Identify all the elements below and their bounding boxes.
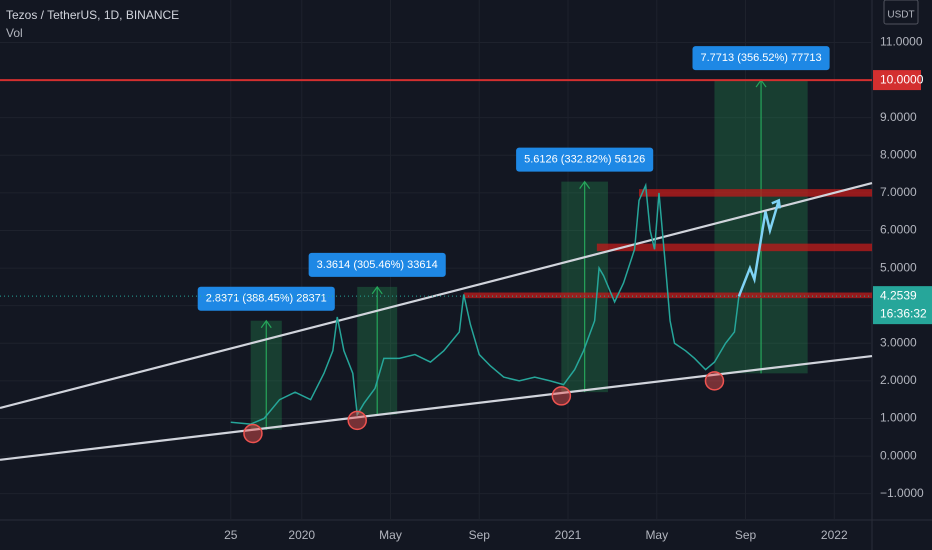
measure-label-box xyxy=(308,252,446,277)
y-tick-label: 5.0000 xyxy=(880,260,917,274)
resistance-zone xyxy=(639,189,872,197)
y-tick-label: 8.0000 xyxy=(880,147,917,161)
measure-arrowhead xyxy=(371,285,383,295)
projection-arrowhead xyxy=(771,198,782,209)
last-price-box xyxy=(873,286,932,325)
x-tick-label: 2020 xyxy=(288,528,315,542)
measure-arrowhead xyxy=(579,180,591,189)
measure-label: 2.8371 (388.45%) 28371 xyxy=(206,293,327,305)
x-tick-label: Sep xyxy=(469,528,491,542)
measure-label-box xyxy=(516,147,654,172)
chart-title: Tezos / TetherUS, 1D, BINANCE xyxy=(6,8,179,22)
trendline xyxy=(0,354,873,461)
countdown-label: 16:36:32 xyxy=(880,306,927,320)
y-tick-label: −1.0000 xyxy=(880,486,924,500)
x-tick-label: 25 xyxy=(224,528,238,542)
measure-label: 3.3614 (305.46%) 33614 xyxy=(317,259,438,271)
y-tick-label: 11.0000 xyxy=(880,35,923,49)
volume-label: Vol xyxy=(6,26,23,40)
y-tick-label: 2.0000 xyxy=(880,373,917,387)
measure-label: 5.6126 (332.82%) 56126 xyxy=(524,154,645,166)
last-price-label: 4.2539 xyxy=(880,288,917,302)
trendline xyxy=(0,182,873,410)
projection-path xyxy=(737,200,781,297)
level-label-box xyxy=(873,70,921,91)
currency-box xyxy=(883,0,919,25)
currency-label: USDT xyxy=(887,10,914,21)
price-line xyxy=(230,182,740,425)
x-tick-label: Sep xyxy=(735,528,757,542)
y-tick-label: 9.0000 xyxy=(880,110,917,124)
x-tick-label: 2022 xyxy=(821,528,848,542)
x-tick-label: May xyxy=(645,528,668,542)
y-tick-label: 1.0000 xyxy=(880,411,917,425)
measure-label: 7.7713 (356.52%) 77713 xyxy=(701,52,822,64)
level-label: 10.0000 xyxy=(880,72,924,86)
pivot-marker xyxy=(243,423,263,444)
y-tick-label: 6.0000 xyxy=(880,223,917,237)
y-tick-label: 0.0000 xyxy=(880,448,917,462)
measure-arrowhead xyxy=(260,319,272,329)
resistance-zone xyxy=(596,243,872,252)
y-tick-label: 3.0000 xyxy=(880,335,917,349)
pivot-marker xyxy=(347,410,367,431)
pivot-marker xyxy=(704,371,725,391)
measure-label-box xyxy=(197,286,335,311)
y-tick-label: 7.0000 xyxy=(880,185,917,199)
measure-label-box xyxy=(692,46,830,71)
pivot-marker xyxy=(551,386,572,406)
x-tick-label: 2021 xyxy=(555,528,582,542)
x-tick-label: May xyxy=(379,528,402,542)
